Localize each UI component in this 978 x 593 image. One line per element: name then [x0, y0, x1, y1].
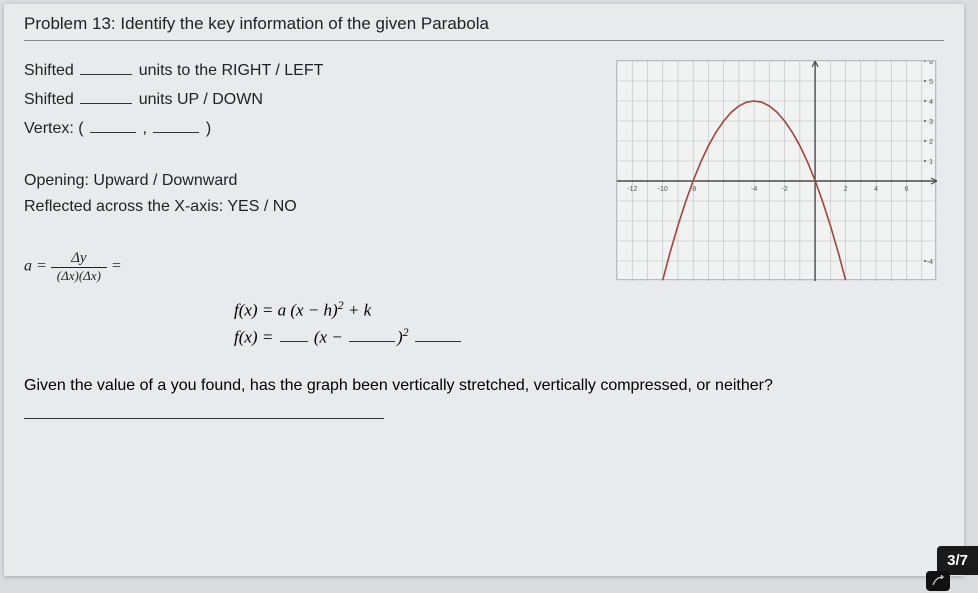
- vertex-label: Vertex: (: [24, 120, 84, 137]
- fx1-plus: + k: [344, 301, 372, 320]
- blank-shift-v[interactable]: [80, 88, 132, 104]
- blank-vertex-x[interactable]: [90, 117, 136, 133]
- parabola-graph: -12-10-8-4-2246-4123456: [616, 60, 936, 280]
- svg-text:6: 6: [929, 61, 933, 66]
- corner-icon: [926, 571, 950, 591]
- svg-text:1: 1: [929, 159, 933, 166]
- fx-fillable-form: f(x) = (x − )2: [234, 325, 944, 348]
- answer-line-wrap: [24, 403, 944, 424]
- svg-text:2: 2: [929, 139, 933, 146]
- svg-text:-4: -4: [927, 259, 933, 266]
- svg-text:-12: -12: [627, 186, 637, 193]
- problem-title: Problem 13: Identify the key information…: [24, 14, 944, 41]
- stretch-question: Given the value of a you found, has the …: [24, 377, 944, 395]
- worksheet-page: Problem 13: Identify the key information…: [4, 4, 964, 576]
- shift-v-suffix: units UP / DOWN: [139, 91, 263, 108]
- fx2-mid: (x −: [314, 327, 347, 346]
- svg-text:-2: -2: [782, 186, 788, 193]
- fx-general-form: f(x) = a (x − h)2 + k: [234, 298, 944, 321]
- blank-k[interactable]: [415, 325, 461, 342]
- a-numerator: Δy: [51, 250, 107, 268]
- fx2-exp: 2: [403, 325, 409, 339]
- blank-shift-h[interactable]: [80, 59, 132, 75]
- shift-h-suffix: units to the RIGHT / LEFT: [139, 62, 324, 79]
- vertex-sep: ,: [142, 120, 146, 137]
- blank-vertex-y[interactable]: [153, 117, 199, 133]
- svg-text:3: 3: [929, 119, 933, 126]
- svg-text:4: 4: [874, 186, 878, 193]
- a-lhs: a =: [24, 258, 47, 275]
- fx2-lhs: f(x) =: [234, 327, 278, 346]
- vertex-close: ): [206, 120, 211, 137]
- svg-text:-10: -10: [658, 186, 668, 193]
- a-denominator: (Δx)(Δx): [51, 268, 107, 284]
- shift-h-prefix: Shifted: [24, 62, 74, 79]
- blank-h[interactable]: [349, 325, 395, 342]
- blank-a[interactable]: [280, 325, 308, 342]
- a-fraction: Δy (Δx)(Δx): [51, 250, 107, 284]
- fx1-lhs: f(x) = a (x − h): [234, 301, 338, 320]
- svg-text:4: 4: [929, 99, 933, 106]
- svg-text:-4: -4: [751, 186, 757, 193]
- svg-text:5: 5: [929, 79, 933, 86]
- svg-text:2: 2: [844, 186, 848, 193]
- blank-answer[interactable]: [24, 403, 384, 419]
- function-equations: f(x) = a (x − h)2 + k f(x) = (x − )2: [234, 298, 944, 347]
- svg-text:6: 6: [905, 186, 909, 193]
- shift-v-prefix: Shifted: [24, 91, 74, 108]
- graph-svg: -12-10-8-4-2246-4123456: [617, 61, 937, 281]
- a-equals: =: [111, 258, 122, 275]
